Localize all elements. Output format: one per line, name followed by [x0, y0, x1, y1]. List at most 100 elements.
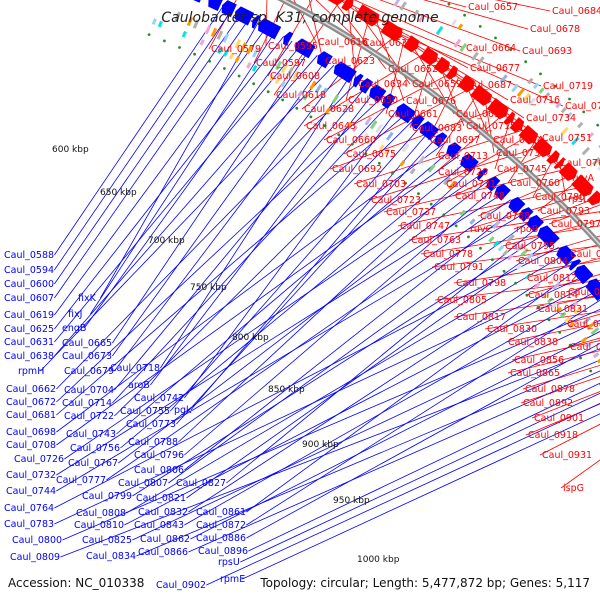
feature-block — [247, 63, 250, 68]
reverse-leader-line — [84, 41, 292, 328]
tick-dot — [558, 331, 561, 334]
tick-dot — [442, 213, 445, 216]
reverse-gene-label: rpmE — [220, 574, 245, 585]
reverse-gene-label: Caul_0672 — [6, 397, 56, 408]
feature-block — [534, 84, 538, 89]
feature-block — [201, 40, 204, 45]
forward-gene-label: Caul_0634 — [358, 79, 408, 90]
tick-dot — [467, 236, 470, 239]
reverse-gene-label: Caul_0594 — [4, 265, 54, 276]
reverse-gene-label: Caul_0810 — [74, 520, 124, 531]
tick-dot — [548, 318, 551, 321]
forward-gene-label: Caul_0579 — [211, 44, 261, 55]
forward-gene-label: Caul_0723 — [371, 195, 421, 206]
forward-gene-label: Caul_0751 — [542, 133, 592, 144]
forward-gene-label: Caul_0804 — [518, 256, 568, 267]
reverse-gene-label: Caul_0756 — [70, 443, 120, 454]
feature-block — [583, 148, 589, 154]
feature-block — [311, 81, 316, 89]
reverse-gene-label: Caul_0718 — [110, 363, 160, 374]
tick-dot — [430, 203, 433, 206]
kbp-label: 700 kbp — [148, 236, 185, 246]
accession-text: Accession: NC_010338 — [8, 576, 144, 590]
reverse-gene-label: Caul_0861 — [196, 507, 246, 518]
tick-dot — [579, 357, 582, 360]
forward-gene-label: Caul_0829 — [568, 287, 600, 298]
reverse-gene-label: Caul_0679 — [64, 366, 114, 377]
forward-gene-label: Caul_0608 — [270, 71, 320, 82]
feature-block — [401, 161, 405, 166]
tick-dot — [148, 33, 151, 36]
feature-block — [387, 133, 392, 140]
reverse-gene-label: Caul_0807 — [118, 478, 168, 489]
reverse-gene-label: Caul_0866 — [138, 547, 188, 558]
forward-gene-label: Caul_0831 — [538, 304, 588, 315]
forward-gene-label: Caul_0791 — [434, 262, 484, 273]
reverse-gene-label: Caul_0755 — [120, 406, 170, 417]
reverse-gene-label: Caul_0588 — [4, 250, 54, 261]
feature-block — [512, 84, 518, 91]
forward-gene-label: Caul_0805 — [437, 295, 487, 306]
forward-gene-label: Caul_0677 — [470, 63, 520, 74]
reverse-gene-label: aroB — [128, 380, 150, 391]
kbp-label: 750 kbp — [190, 283, 227, 293]
reverse-gene-label: fixK — [78, 293, 97, 304]
forward-gene-label: Caul_0713 — [438, 151, 488, 162]
forward-gene-label: Caul_0628 — [304, 104, 354, 115]
reverse-gene-label: Caul_0600 — [4, 279, 54, 290]
feature-block — [282, 81, 285, 86]
forward-gene-label: Caul_0687 — [462, 80, 512, 91]
topology-text: Topology: circular; Length: 5,477,872 bp… — [260, 576, 590, 590]
reverse-gene-label: Caul_0625 — [4, 324, 54, 335]
reverse-gene-label: pgk — [174, 405, 192, 416]
kbp-label: 1000 kbp — [357, 555, 400, 565]
forward-gene-label: Caul_0747 — [400, 221, 450, 232]
reverse-gene-label: Caul_0744 — [6, 486, 56, 497]
forward-gene-label: Caul_0703 — [356, 179, 406, 190]
tick-dot — [238, 75, 241, 78]
forward-gene-label: Caul_0661 — [388, 109, 438, 120]
reverse-gene-label: Caul_0698 — [6, 427, 56, 438]
reverse-gene-label: Caul_0777 — [56, 475, 106, 486]
forward-gene-label: Caul_0719 — [543, 81, 593, 92]
reverse-gene-label: Caul_0673 — [62, 351, 112, 362]
tick-dot — [208, 60, 211, 63]
forward-gene-label: Caul_0856 — [514, 355, 564, 366]
reverse-gene-label: Caul_0896 — [198, 546, 248, 557]
kbp-label: 850 kbp — [268, 385, 305, 395]
forward-gene-label: Caul_0778 — [423, 249, 473, 260]
forward-gene-label: Caul_0738 — [496, 148, 546, 159]
reverse-gene-label: Caul_0704 — [64, 385, 114, 396]
tick-dot — [455, 224, 458, 227]
forward-gene-label: Caul_0768 — [480, 211, 530, 222]
forward-gene-arrow — [325, 0, 344, 6]
forward-gene-label: Caul_0696 — [456, 109, 506, 120]
tick-dot — [479, 247, 482, 250]
reverse-gene-label: Caul_0681 — [6, 410, 56, 421]
reverse-gene-label: Caul_0821 — [136, 493, 186, 504]
feature-block — [437, 27, 442, 34]
forward-gene-label: rpoB — [516, 224, 538, 235]
tick-dot — [514, 282, 517, 285]
feature-block — [333, 95, 338, 103]
forward-gene-label: Caul_0675 — [346, 149, 396, 160]
forward-gene-label: Caul_0918 — [528, 430, 578, 441]
tick-dot — [295, 107, 298, 110]
reverse-gene-label: Caul_0886 — [196, 533, 246, 544]
forward-gene-label: Caul_0683 — [412, 123, 462, 134]
reverse-gene-label: Caul_0726 — [14, 454, 64, 465]
tick-dot — [568, 98, 571, 101]
forward-gene-label: ruvA — [572, 173, 595, 184]
reverse-gene-label: Caul_0767 — [68, 458, 118, 469]
forward-gene-label: Caul_0715 — [466, 121, 516, 132]
reverse-gene-label: Caul_0843 — [134, 520, 184, 531]
forward-gene-label: Caul_0618 — [276, 90, 326, 101]
tick-dot — [589, 370, 592, 373]
feature-block — [395, 0, 400, 6]
forward-gene-label: Caul_0901 — [534, 413, 584, 424]
reverse-gene-label: Caul_0773 — [126, 419, 176, 430]
reverse-leader-line — [188, 351, 600, 552]
forward-gene-label: Caul_0659 — [412, 79, 462, 90]
forward-gene-label: Caul_0734 — [526, 113, 576, 124]
reverse-gene-label: Caul_0799 — [82, 491, 132, 502]
